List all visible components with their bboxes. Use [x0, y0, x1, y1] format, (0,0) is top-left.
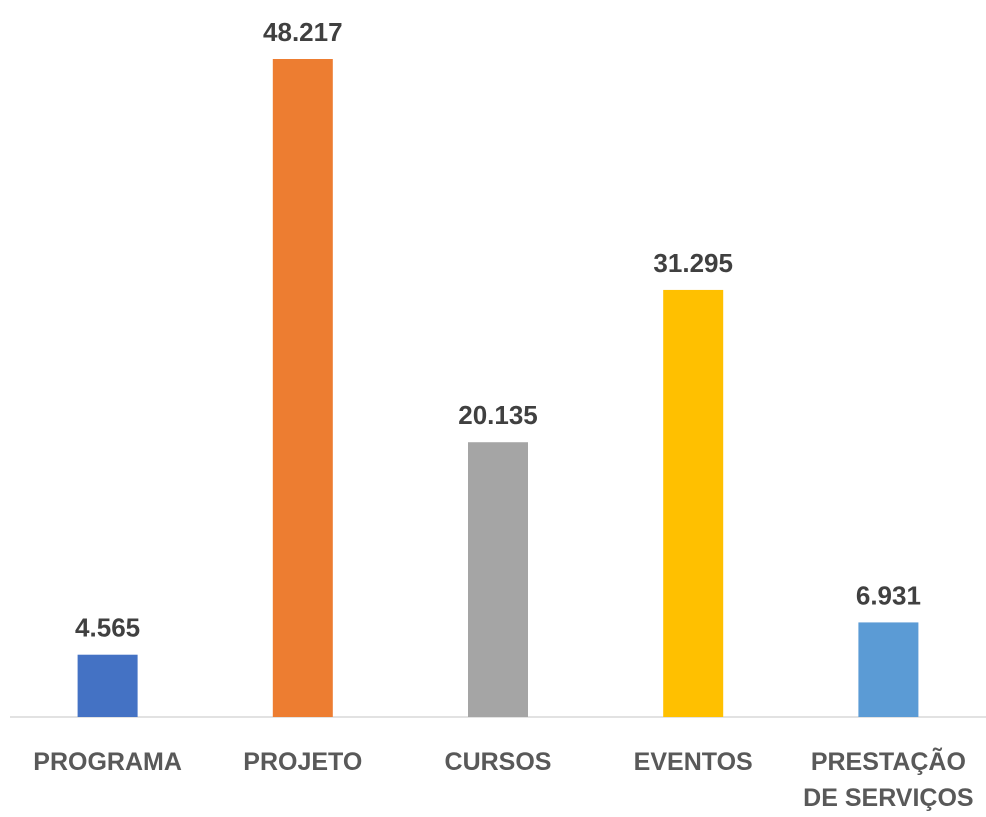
x-tick-label: PROGRAMA: [33, 748, 182, 776]
value-label: 4.565: [75, 613, 140, 643]
bar: [663, 289, 724, 717]
x-tick-label: CURSOS: [444, 748, 552, 776]
value-label: 48.217: [263, 17, 343, 47]
bar: [272, 59, 333, 717]
x-tick-label: PROJETO: [243, 748, 363, 776]
value-label: 20.135: [458, 400, 538, 430]
bar: [858, 622, 919, 717]
value-label: 31.295: [653, 248, 733, 278]
bar: [468, 442, 528, 717]
value-label: 6.931: [856, 580, 921, 610]
x-tick-label: EVENTOS: [633, 748, 753, 776]
x-tick-label: PRESTAÇÃO DE SERVIÇOS: [803, 748, 974, 812]
bar: [77, 654, 138, 717]
